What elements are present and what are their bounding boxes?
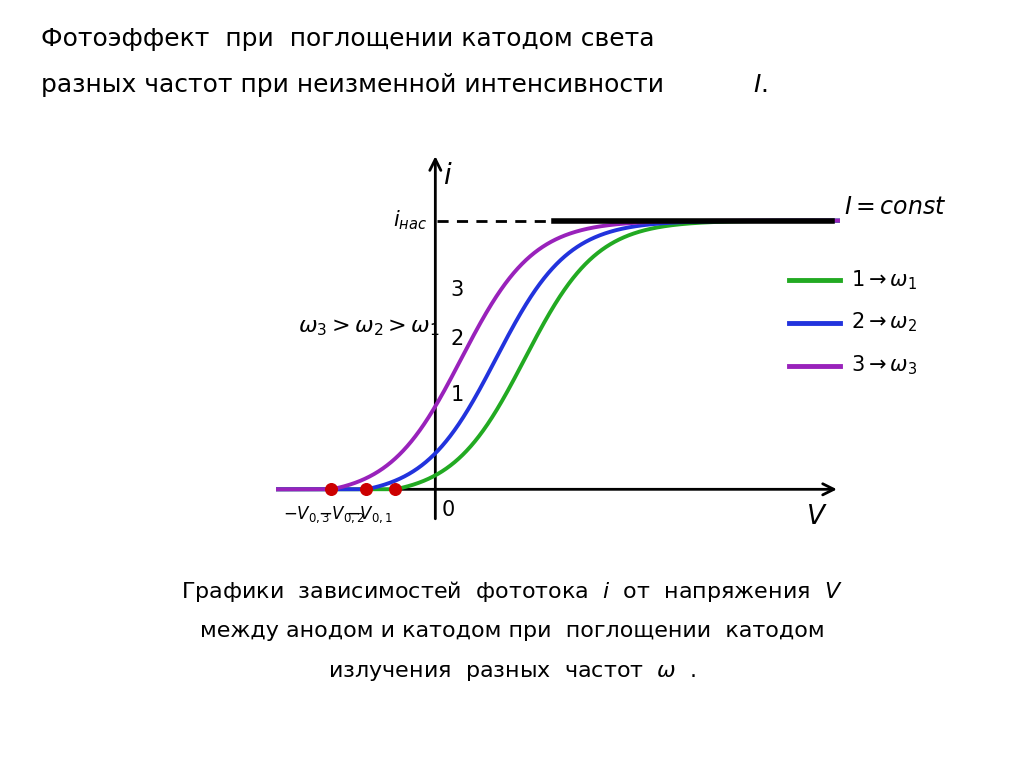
Text: $V$: $V$ <box>806 504 827 529</box>
Text: $\omega_3 > \omega_2 > \omega_1$: $\omega_3 > \omega_2 > \omega_1$ <box>298 318 440 338</box>
Point <box>324 483 340 495</box>
Text: $0$: $0$ <box>441 500 455 520</box>
Text: $1 \rightarrow \omega_1$: $1 \rightarrow \omega_1$ <box>851 268 918 291</box>
Point <box>387 483 403 495</box>
Text: $3 \rightarrow \omega_3$: $3 \rightarrow \omega_3$ <box>851 354 918 377</box>
Text: $i_{нас}$: $i_{нас}$ <box>392 209 427 232</box>
Text: между анодом и катодом при  поглощении  катодом: между анодом и катодом при поглощении ка… <box>200 621 824 641</box>
Point <box>357 483 374 495</box>
Text: излучения  разных  частот  $\omega$  .: излучения разных частот $\omega$ . <box>328 663 696 683</box>
Text: $i$: $i$ <box>442 163 453 190</box>
Text: Фотоэффект  при  поглощении катодом света: Фотоэффект при поглощении катодом света <box>41 27 654 51</box>
Text: $2 \rightarrow \omega_2$: $2 \rightarrow \omega_2$ <box>851 311 918 334</box>
Text: $2$: $2$ <box>450 329 463 349</box>
Text: $1$: $1$ <box>450 385 463 405</box>
Text: $-V_{0,1}$: $-V_{0,1}$ <box>346 504 393 525</box>
Text: разных частот при неизменной интенсивности: разных частот при неизменной интенсивнос… <box>41 73 680 97</box>
Text: $3$: $3$ <box>450 281 464 301</box>
Text: $I = const$: $I = const$ <box>844 196 947 219</box>
Text: $I$.: $I$. <box>753 73 767 97</box>
Text: Графики  зависимостей  фототока  $i$  от  напряжения  $V$: Графики зависимостей фототока $i$ от нап… <box>181 579 843 604</box>
Text: $-V_{0,2}$: $-V_{0,2}$ <box>317 504 365 525</box>
Text: $-V_{0,3}$: $-V_{0,3}$ <box>283 504 330 525</box>
